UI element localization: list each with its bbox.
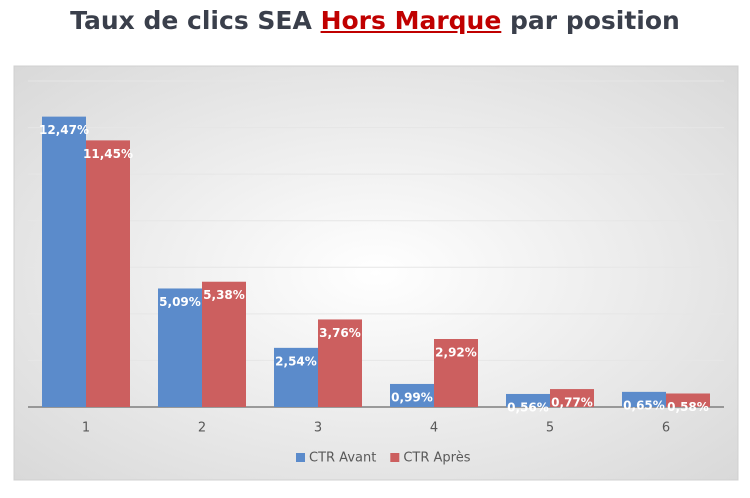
bar [434,339,478,407]
bar [666,393,710,407]
value-label: 0,77% [551,396,593,410]
bar [158,288,202,407]
value-label: 0,58% [667,400,709,414]
x-tick-label: 1 [82,421,90,436]
bar [86,140,130,407]
legend-swatch [390,453,400,462]
bar [202,281,246,407]
value-label: 3,76% [319,326,361,340]
title-part: Taux de clics SEA [70,6,312,35]
title-part: par position [510,6,680,35]
bar [318,319,362,407]
bar [274,347,318,407]
value-label: 0,56% [507,400,549,414]
value-label: 0,65% [623,398,665,412]
value-label: 11,45% [83,147,133,161]
value-label: 12,47% [39,123,89,137]
bar [550,389,594,407]
bar [390,383,434,407]
legend-label: CTR Après [403,451,470,466]
value-label: 2,92% [435,346,477,360]
x-tick-label: 4 [430,421,438,436]
bar [622,391,666,407]
value-label: 5,09% [159,295,201,309]
chart-title: Taux de clics SEA Hors Marque par positi… [0,6,750,35]
title-highlight: Hors Marque [320,6,502,35]
value-label: 5,38% [203,288,245,302]
plot-background [13,65,739,481]
bar [506,393,550,407]
value-label: 2,54% [275,354,317,368]
x-tick-label: 2 [198,421,206,436]
bar [42,116,86,408]
legend-label: CTR Avant [309,451,376,466]
x-tick-label: 3 [314,421,322,436]
x-tick-label: 6 [662,421,670,436]
legend-swatch [296,453,305,462]
x-tick-label: 5 [546,421,554,436]
value-label: 0,99% [391,390,433,404]
